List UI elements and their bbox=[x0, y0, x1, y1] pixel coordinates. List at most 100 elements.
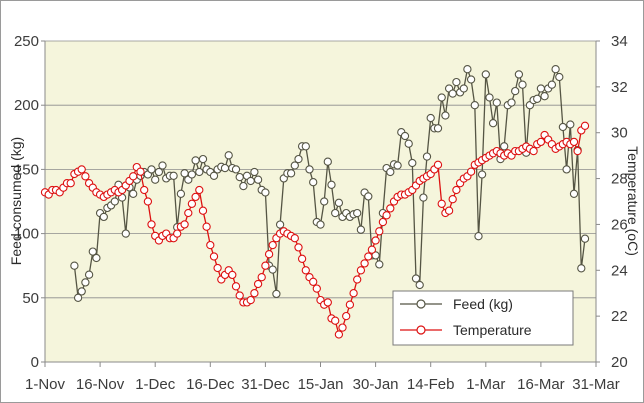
data-point-feed-kg-54 bbox=[268, 265, 277, 274]
data-point-feed-kg-133 bbox=[558, 122, 568, 132]
data-point-temperature-53 bbox=[235, 291, 244, 300]
data-point-feed-kg-72 bbox=[334, 198, 344, 207]
data-point-feed-kg-126 bbox=[533, 94, 542, 103]
data-point-temperature-47 bbox=[213, 263, 222, 273]
legend-box bbox=[392, 290, 574, 346]
data-point-feed-kg-4 bbox=[84, 270, 94, 279]
data-point-feed-kg-80 bbox=[364, 192, 373, 201]
x-tick-label-5: 15-Jan bbox=[298, 376, 344, 393]
x-tick-label-8: 1-Mar bbox=[466, 376, 505, 393]
data-point-temperature-38 bbox=[180, 220, 189, 229]
data-point-feed-kg-91 bbox=[404, 139, 413, 148]
data-point-feed-kg-101 bbox=[441, 111, 450, 120]
data-point-feed-kg-23 bbox=[154, 167, 164, 177]
data-point-temperature-11 bbox=[81, 172, 90, 181]
data-point-feed-kg-22 bbox=[151, 175, 160, 184]
data-point-feed-kg-107 bbox=[463, 65, 472, 74]
data-point-temperature-69 bbox=[294, 243, 303, 252]
data-point-temperature-68 bbox=[290, 234, 299, 243]
data-point-temperature-24 bbox=[129, 172, 138, 181]
data-point-feed-kg-114 bbox=[488, 119, 498, 128]
data-point-feed-kg-67 bbox=[316, 220, 325, 229]
data-point-feed-kg-5 bbox=[88, 247, 97, 256]
data-point-feed-kg-113 bbox=[485, 93, 494, 102]
data-point-feed-kg-131 bbox=[551, 65, 560, 74]
data-point-temperature-84 bbox=[349, 289, 358, 298]
data-point-temperature-61 bbox=[264, 250, 274, 259]
y2-tick-label-26: 26 bbox=[611, 216, 628, 233]
data-point-feed-kg-61 bbox=[294, 154, 303, 164]
legend: Feed (kg) Temperature bbox=[392, 290, 574, 346]
data-point-feed-kg-94 bbox=[415, 280, 424, 290]
data-point-feed-kg-55 bbox=[272, 289, 281, 299]
data-point-feed-kg-71 bbox=[331, 208, 340, 218]
data-point-temperature-92 bbox=[378, 217, 388, 227]
data-point-temperature-80 bbox=[334, 330, 344, 339]
data-point-feed-kg-88 bbox=[393, 161, 402, 170]
data-point-feed-kg-16 bbox=[129, 189, 138, 198]
data-point-feed-kg-134 bbox=[562, 165, 571, 174]
data-point-temperature-108 bbox=[437, 199, 446, 208]
data-point-temperature-81 bbox=[338, 323, 347, 332]
data-point-temperature-27 bbox=[140, 185, 149, 195]
data-point-feed-kg-115 bbox=[492, 98, 501, 107]
data-point-feed-kg-56 bbox=[275, 220, 285, 229]
data-point-temperature-43 bbox=[198, 206, 208, 215]
data-point-temperature-70 bbox=[297, 254, 307, 263]
legend-feed-marker bbox=[416, 299, 426, 309]
data-point-feed-kg-108 bbox=[466, 75, 476, 84]
data-point-temperature-147 bbox=[580, 121, 590, 130]
legend-temperature-marker bbox=[416, 325, 426, 335]
data-point-temperature-29 bbox=[147, 220, 156, 229]
data-point-temperature-135 bbox=[536, 137, 546, 147]
data-point-feed-kg-132 bbox=[555, 72, 564, 82]
x-tick-label-0: 1-Nov bbox=[25, 376, 66, 393]
data-point-temperature-41 bbox=[191, 192, 200, 202]
x-tick-label-9: 16-Mar bbox=[517, 376, 565, 393]
data-point-temperature-40 bbox=[187, 199, 197, 208]
data-point-feed-kg-59 bbox=[286, 169, 296, 178]
data-point-temperature-39 bbox=[184, 208, 193, 218]
data-point-feed-kg-93 bbox=[411, 274, 421, 283]
data-point-temperature-57 bbox=[250, 289, 259, 298]
data-point-temperature-91 bbox=[375, 227, 384, 236]
data-point-temperature-73 bbox=[309, 277, 318, 286]
y2-tick-label-24: 24 bbox=[611, 262, 628, 279]
data-point-temperature-62 bbox=[268, 240, 277, 250]
data-point-temperature-10 bbox=[77, 165, 86, 174]
data-point-feed-kg-35 bbox=[198, 154, 208, 164]
data-point-temperature-28 bbox=[143, 197, 153, 206]
data-point-feed-kg-121 bbox=[514, 70, 524, 79]
data-point-feed-kg-6 bbox=[92, 253, 101, 263]
data-point-temperature-90 bbox=[371, 236, 380, 245]
data-point-feed-kg-45 bbox=[235, 172, 244, 182]
data-point-temperature-87 bbox=[360, 259, 369, 268]
data-point-temperature-144 bbox=[569, 137, 579, 147]
data-point-feed-kg-96 bbox=[422, 152, 432, 161]
data-point-temperature-36 bbox=[173, 229, 182, 238]
data-point-feed-kg-127 bbox=[536, 84, 546, 93]
data-point-feed-kg-119 bbox=[507, 98, 516, 107]
series-layer bbox=[40, 65, 590, 339]
data-point-feed-kg-52 bbox=[261, 188, 270, 197]
data-point-feed-kg-11 bbox=[110, 197, 119, 206]
data-point-feed-kg-38 bbox=[209, 171, 219, 180]
data-point-feed-kg-69 bbox=[323, 157, 332, 166]
data-point-feed-kg-64 bbox=[305, 165, 314, 174]
data-point-temperature-52 bbox=[231, 282, 241, 291]
data-point-feed-kg-128 bbox=[540, 92, 549, 101]
data-point-feed-kg-44 bbox=[231, 165, 241, 174]
data-point-feed-kg-33 bbox=[191, 156, 200, 165]
data-point-feed-kg-92 bbox=[408, 158, 417, 168]
data-point-feed-kg-111 bbox=[477, 170, 487, 179]
data-point-feed-kg-42 bbox=[224, 151, 233, 160]
data-point-temperature-110 bbox=[444, 206, 454, 215]
data-point-feed-kg-83 bbox=[375, 260, 384, 269]
y2-tick-label-34: 34 bbox=[611, 33, 628, 50]
data-point-temperature-77 bbox=[323, 298, 332, 307]
y2-tick-label-28: 28 bbox=[611, 171, 628, 188]
data-point-feed-kg-120 bbox=[511, 86, 520, 96]
data-point-feed-kg-14 bbox=[121, 229, 130, 238]
